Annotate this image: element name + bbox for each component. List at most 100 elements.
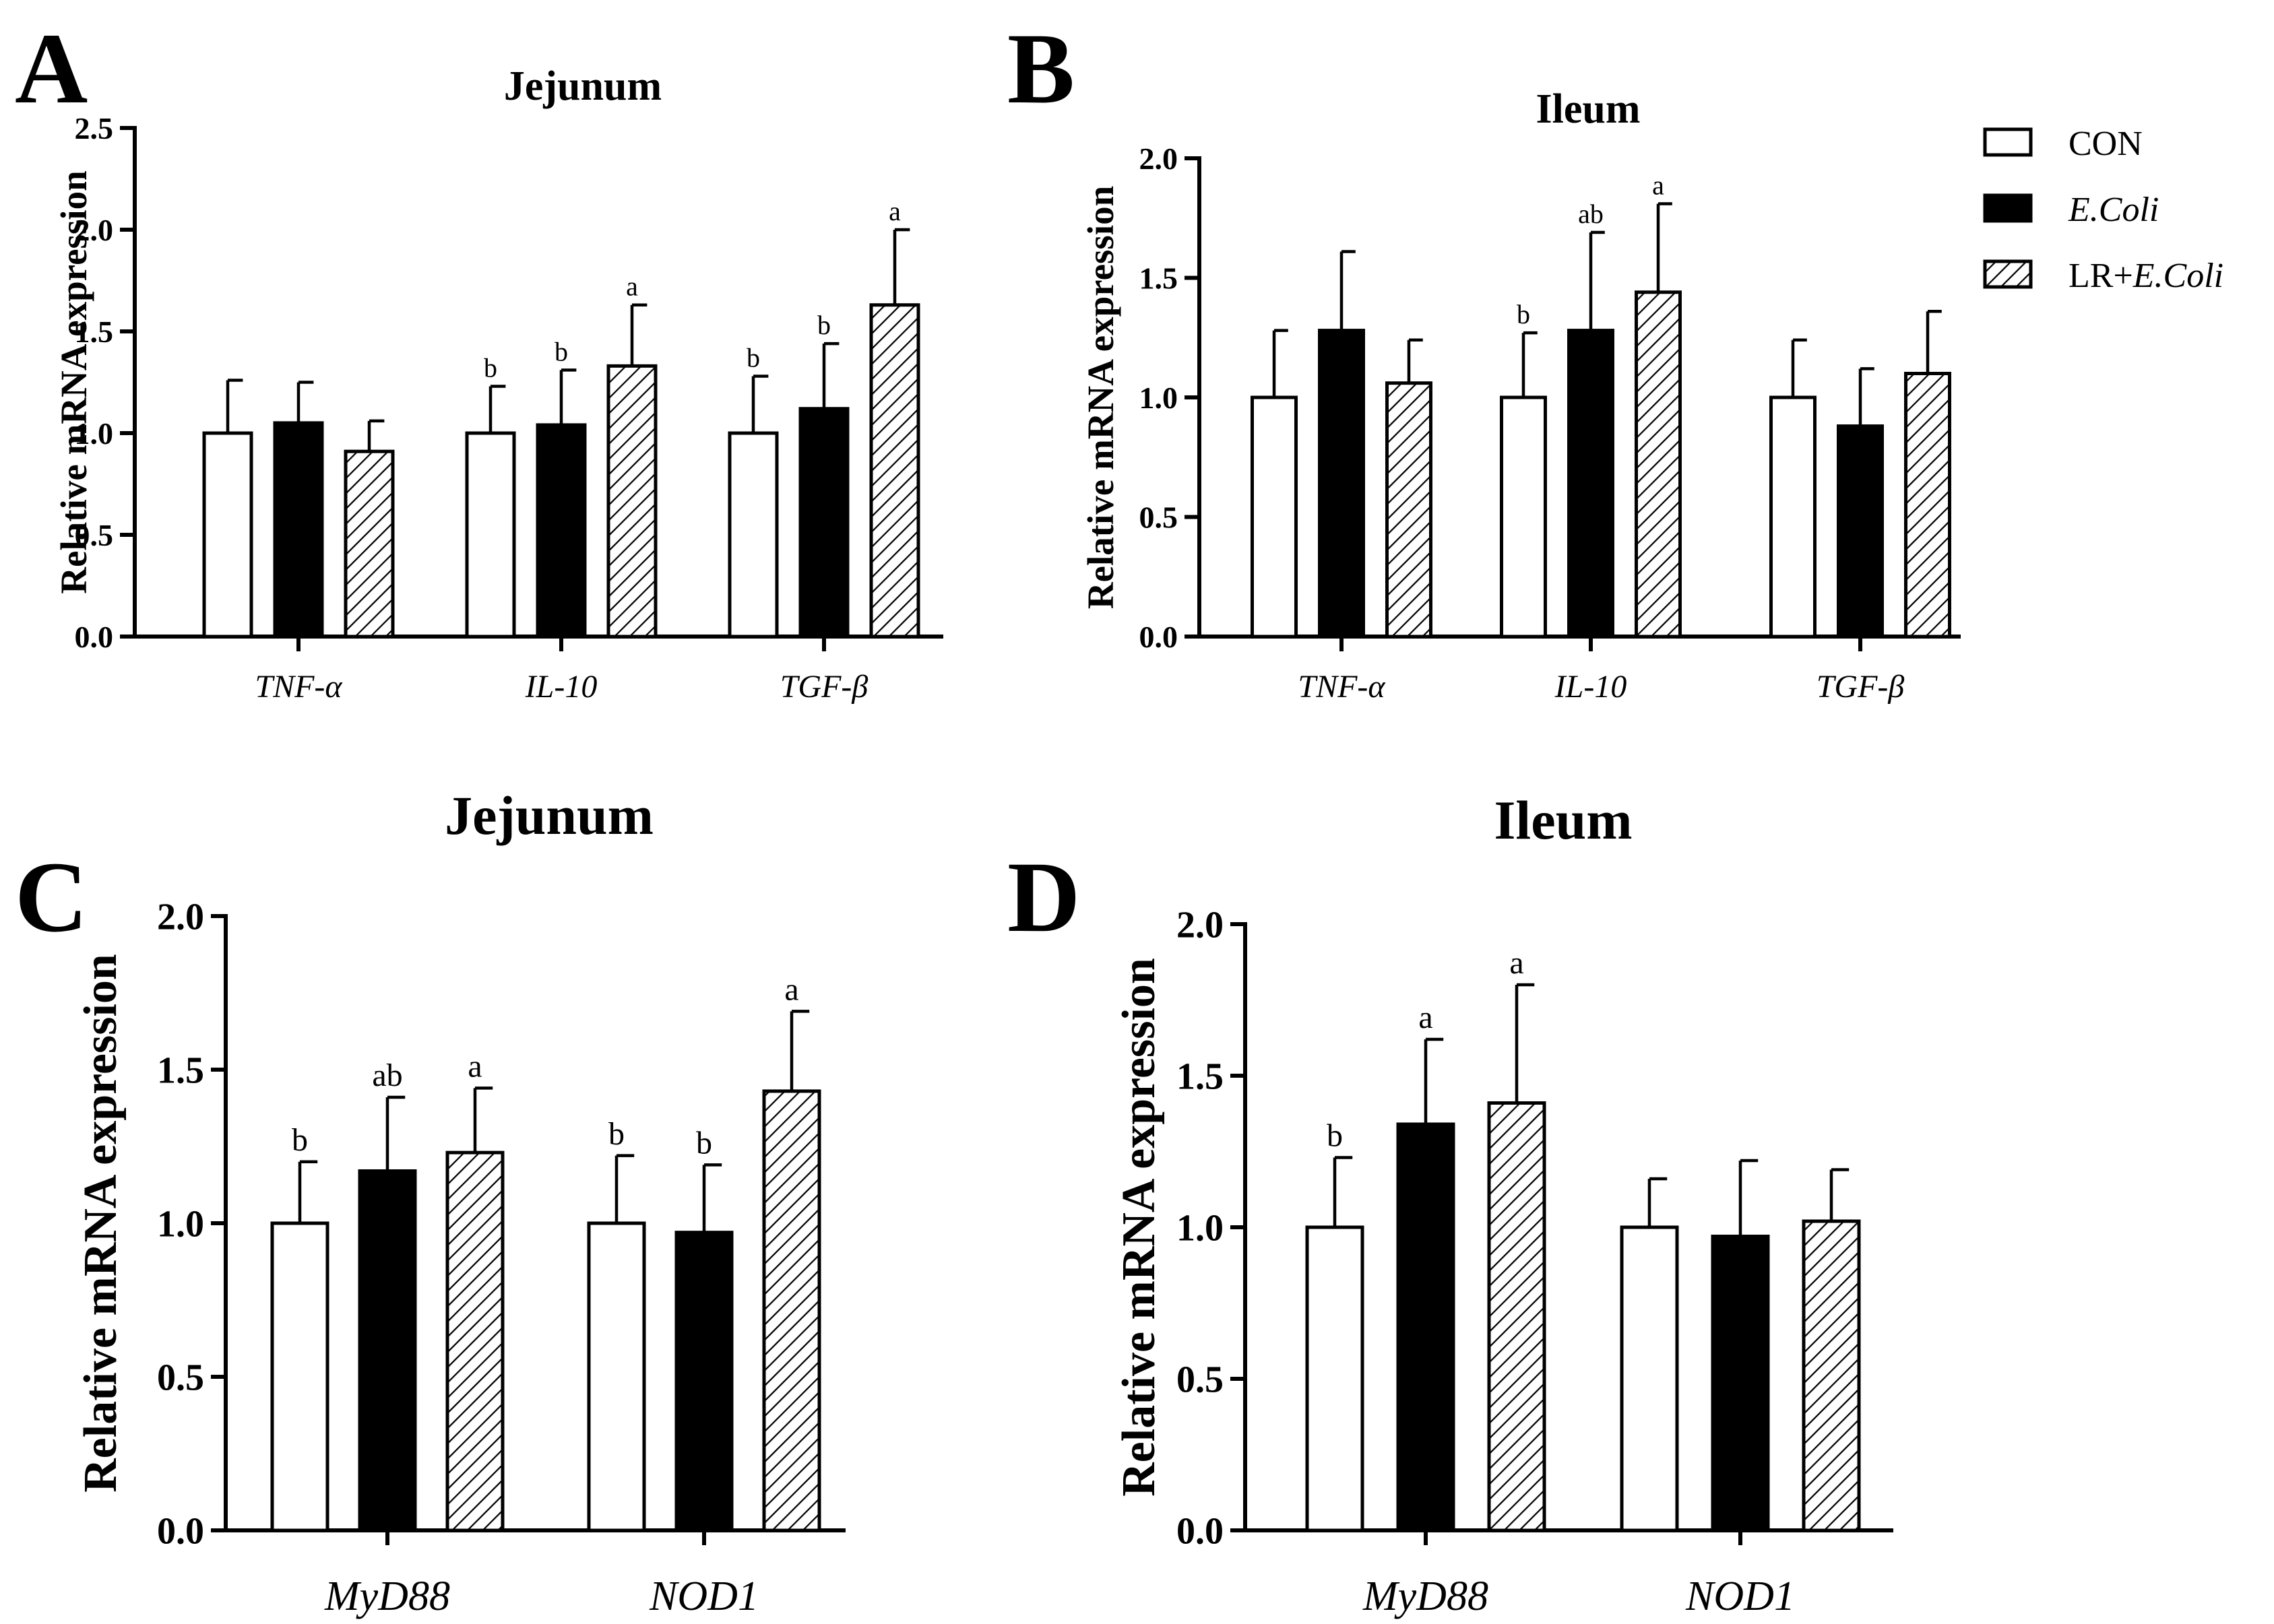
bar-lr-e-coli-il-10 <box>1635 290 1682 639</box>
y-tick-label: 2.0 <box>1176 905 1224 946</box>
bar-e-coli-il-10 <box>536 423 587 639</box>
significance-label: b <box>696 1126 712 1161</box>
x-tick-label-il-10: IL-10 <box>1554 669 1627 705</box>
bar-con-tnf <box>1251 395 1298 639</box>
bar-con-tgf <box>728 431 779 639</box>
y-tick-label: 1.5 <box>1176 1056 1224 1098</box>
chart-title: Ileum <box>1494 789 1633 851</box>
significance-label: b <box>555 336 568 366</box>
chart-title: Jejunum <box>445 785 654 846</box>
y-tick-label: 0.0 <box>75 620 114 654</box>
significance-label: b <box>608 1116 625 1152</box>
y-tick-label: 0.5 <box>75 518 114 552</box>
bar-con-tgf <box>1769 395 1817 639</box>
significance-label: ab <box>372 1058 402 1093</box>
bar-e-coli-tnf <box>1318 329 1365 639</box>
y-tick-label: 1.5 <box>75 315 114 349</box>
panel-letter-b: B <box>1007 13 1075 125</box>
significance-label: b <box>817 310 831 340</box>
y-tick-label: 1.0 <box>1176 1208 1224 1249</box>
legend-swatch-con <box>1983 127 2033 157</box>
x-tick-label-myd88: MyD88 <box>324 1573 450 1619</box>
y-tick-label: 0.5 <box>1176 1359 1224 1401</box>
y-tick-label: 2.5 <box>75 111 114 145</box>
legend: CON E.Coli LR+E.Coli <box>1983 125 2223 295</box>
y-axis-label: Relative mRNA expression <box>75 954 127 1493</box>
y-tick-label: 1.0 <box>75 416 114 451</box>
bar-con-nod1 <box>1620 1225 1679 1532</box>
legend-swatch-lr-ecoli <box>1983 259 2033 289</box>
significance-label: b <box>747 342 760 372</box>
bar-e-coli-il-10 <box>1567 329 1614 639</box>
y-tick-label: 0.0 <box>1176 1511 1224 1553</box>
bar-lr-e-coli-tnf <box>1385 381 1432 639</box>
significance-label: a <box>1418 1000 1432 1035</box>
chart-panel-d: Ileum Relative mRNA expression 0.0 0.5 1.0 1.… <box>1113 789 1893 1619</box>
bar-lr-e-coli-il-10 <box>606 364 658 639</box>
y-tick-label: 0.5 <box>157 1357 204 1399</box>
significance-label: b <box>1327 1118 1343 1154</box>
x-tick-label-tnf: TNF-α <box>1298 669 1385 705</box>
y-tick-label: 1.0 <box>157 1204 204 1245</box>
bar-con-tnf <box>202 431 253 639</box>
bar-e-coli-myd88 <box>358 1169 417 1532</box>
y-tick-label: 2.0 <box>1139 141 1178 176</box>
x-tick-label-tgf: TGF-β <box>1817 669 1905 705</box>
panel-letter-c: C <box>15 841 88 953</box>
bar-e-coli-tnf <box>273 421 324 639</box>
bar-lr-e-coli-tgf <box>1904 372 1951 639</box>
bar-lr-e-coli-nod1 <box>762 1089 821 1532</box>
bar-con-myd88 <box>1305 1225 1364 1532</box>
bar-e-coli-tgf <box>1837 424 1884 639</box>
y-tick-label: 0.0 <box>157 1511 204 1553</box>
significance-label: ab <box>1578 199 1604 229</box>
significance-label: a <box>889 196 901 226</box>
legend-label-con: CON <box>2068 125 2143 163</box>
panel-letter-d: D <box>1007 841 1080 953</box>
x-tick-label-tnf: TNF-α <box>255 669 342 705</box>
bar-e-coli-nod1 <box>674 1231 734 1532</box>
bar-lr-e-coli-myd88 <box>1487 1101 1546 1532</box>
x-tick-label-myd88: MyD88 <box>1362 1573 1488 1619</box>
significance-label: a <box>626 271 638 302</box>
bar-con-il-10 <box>1500 395 1547 639</box>
significance-label: b <box>292 1122 308 1158</box>
bar-e-coli-myd88 <box>1396 1122 1455 1532</box>
bar-lr-e-coli-tgf <box>869 303 920 639</box>
chart-title: Jejunum <box>504 63 662 109</box>
y-tick-label: 1.5 <box>1139 261 1178 296</box>
panel-letter-a: A <box>15 13 88 125</box>
y-tick-label: 1.0 <box>1139 381 1178 415</box>
bar-con-myd88 <box>270 1221 329 1532</box>
significance-label: a <box>468 1049 482 1084</box>
bar-con-nod1 <box>587 1221 646 1532</box>
chart-panel-a: Jejunum Relative mRNA expression 0.0 0.5 1.0… <box>53 63 943 705</box>
bar-e-coli-nod1 <box>1711 1235 1770 1532</box>
y-tick-label: 1.5 <box>157 1050 204 1092</box>
x-tick-label-nod1: NOD1 <box>649 1573 759 1619</box>
significance-label: b <box>484 353 497 383</box>
bar-lr-e-coli-nod1 <box>1802 1219 1861 1532</box>
legend-label-lr-ecoli: LR+E.Coli <box>2068 257 2223 295</box>
chart-title: Ileum <box>1536 86 1641 132</box>
x-tick-label-tgf: TGF-β <box>780 669 868 705</box>
y-axis-label: Relative mRNA expression <box>1080 186 1121 609</box>
y-axis-label: Relative mRNA expression <box>1113 958 1165 1497</box>
y-axis-label: Relative mRNA expression <box>53 170 94 593</box>
y-tick-label: 0.5 <box>1139 500 1178 535</box>
bar-lr-e-coli-myd88 <box>445 1150 505 1532</box>
y-tick-label: 2.0 <box>157 897 204 938</box>
legend-swatch-ecoli <box>1983 193 2033 223</box>
chart-panel-c: Jejunum Relative mRNA expression 0.0 0.5 1.0… <box>75 785 846 1619</box>
bar-con-il-10 <box>465 431 516 639</box>
chart-panel-b: Ileum Relative mRNA expression 0.0 0.5 1.0 1.… <box>1080 86 1961 705</box>
bar-lr-e-coli-tnf <box>344 449 395 639</box>
significance-label: a <box>784 972 798 1008</box>
significance-label: b <box>1517 299 1530 329</box>
x-tick-label-nod1: NOD1 <box>1685 1573 1795 1619</box>
bar-e-coli-tgf <box>798 407 850 639</box>
y-tick-label: 0.0 <box>1139 620 1178 654</box>
legend-label-ecoli: E.Coli <box>2068 191 2159 229</box>
